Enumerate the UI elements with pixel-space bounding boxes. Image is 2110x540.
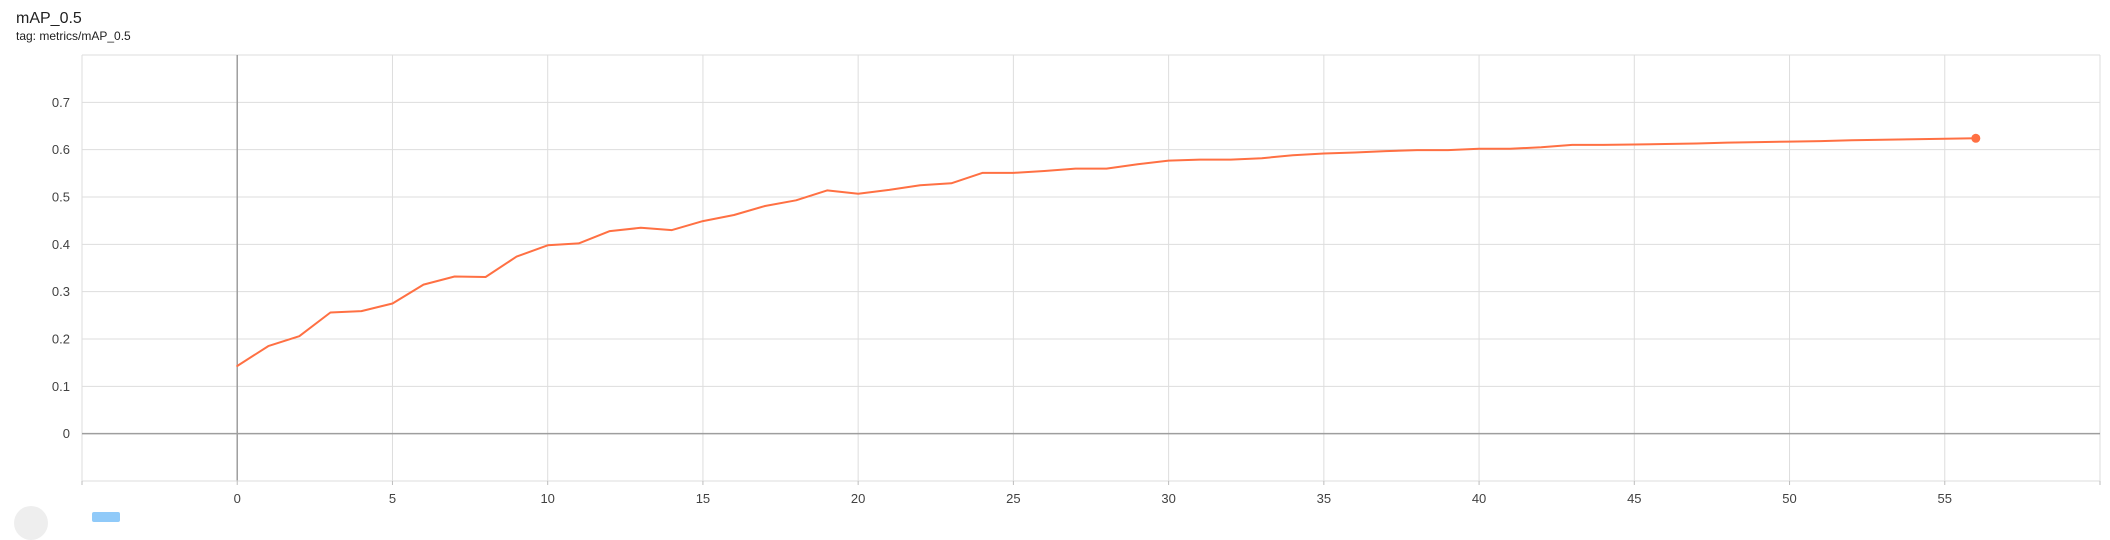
x-tick-label: 5 (389, 491, 396, 506)
last-point-marker[interactable] (1971, 133, 1981, 143)
x-tick-labels: 0 5 10 15 20 25 30 35 40 45 50 55 (234, 491, 1952, 506)
y-tick-labels: 0 0.1 0.2 0.3 0.4 0.5 0.6 0.7 (52, 95, 70, 441)
data-download-icon[interactable] (92, 512, 120, 522)
line-chart[interactable]: 0 5 10 15 20 25 30 35 40 45 50 55 00.10.20.30.40.50… (0, 0, 2110, 515)
y-gridlines (82, 54, 2100, 482)
y-tick-label: 0.6 (52, 142, 70, 157)
fullscreen-toggle-button[interactable] (14, 506, 48, 540)
y-tick-label: 0.2 (52, 332, 70, 347)
x-tick-label: 25 (1006, 491, 1020, 506)
x-gridlines (81, 55, 2101, 481)
series-group[interactable] (236, 133, 1981, 367)
y-tick-label: 0 (63, 426, 70, 441)
x-tick-label: 35 (1317, 491, 1331, 506)
series-line[interactable] (236, 137, 1977, 367)
x-tick-label: 0 (234, 491, 241, 506)
x-tick-label: 10 (540, 491, 554, 506)
x-tick-label: 30 (1161, 491, 1175, 506)
x-tick-label: 45 (1627, 491, 1641, 506)
y-tick-label: 0.5 (52, 190, 70, 205)
x-tick-label: 50 (1782, 491, 1796, 506)
x-tick-label: 40 (1472, 491, 1486, 506)
chart-tag: tag: metrics/mAP_0.5 (16, 29, 131, 43)
axes (81, 55, 2101, 485)
y-tick-label: 0.1 (52, 379, 70, 394)
x-tick-label: 20 (851, 491, 865, 506)
x-tick-label: 55 (1938, 491, 1952, 506)
y-tick-label: 0.7 (52, 95, 70, 110)
chart-title: mAP_0.5 (16, 10, 82, 27)
y-tick-label: 0.4 (52, 237, 70, 252)
y-tick-label: 0.3 (52, 284, 70, 299)
x-tick-label: 15 (696, 491, 710, 506)
